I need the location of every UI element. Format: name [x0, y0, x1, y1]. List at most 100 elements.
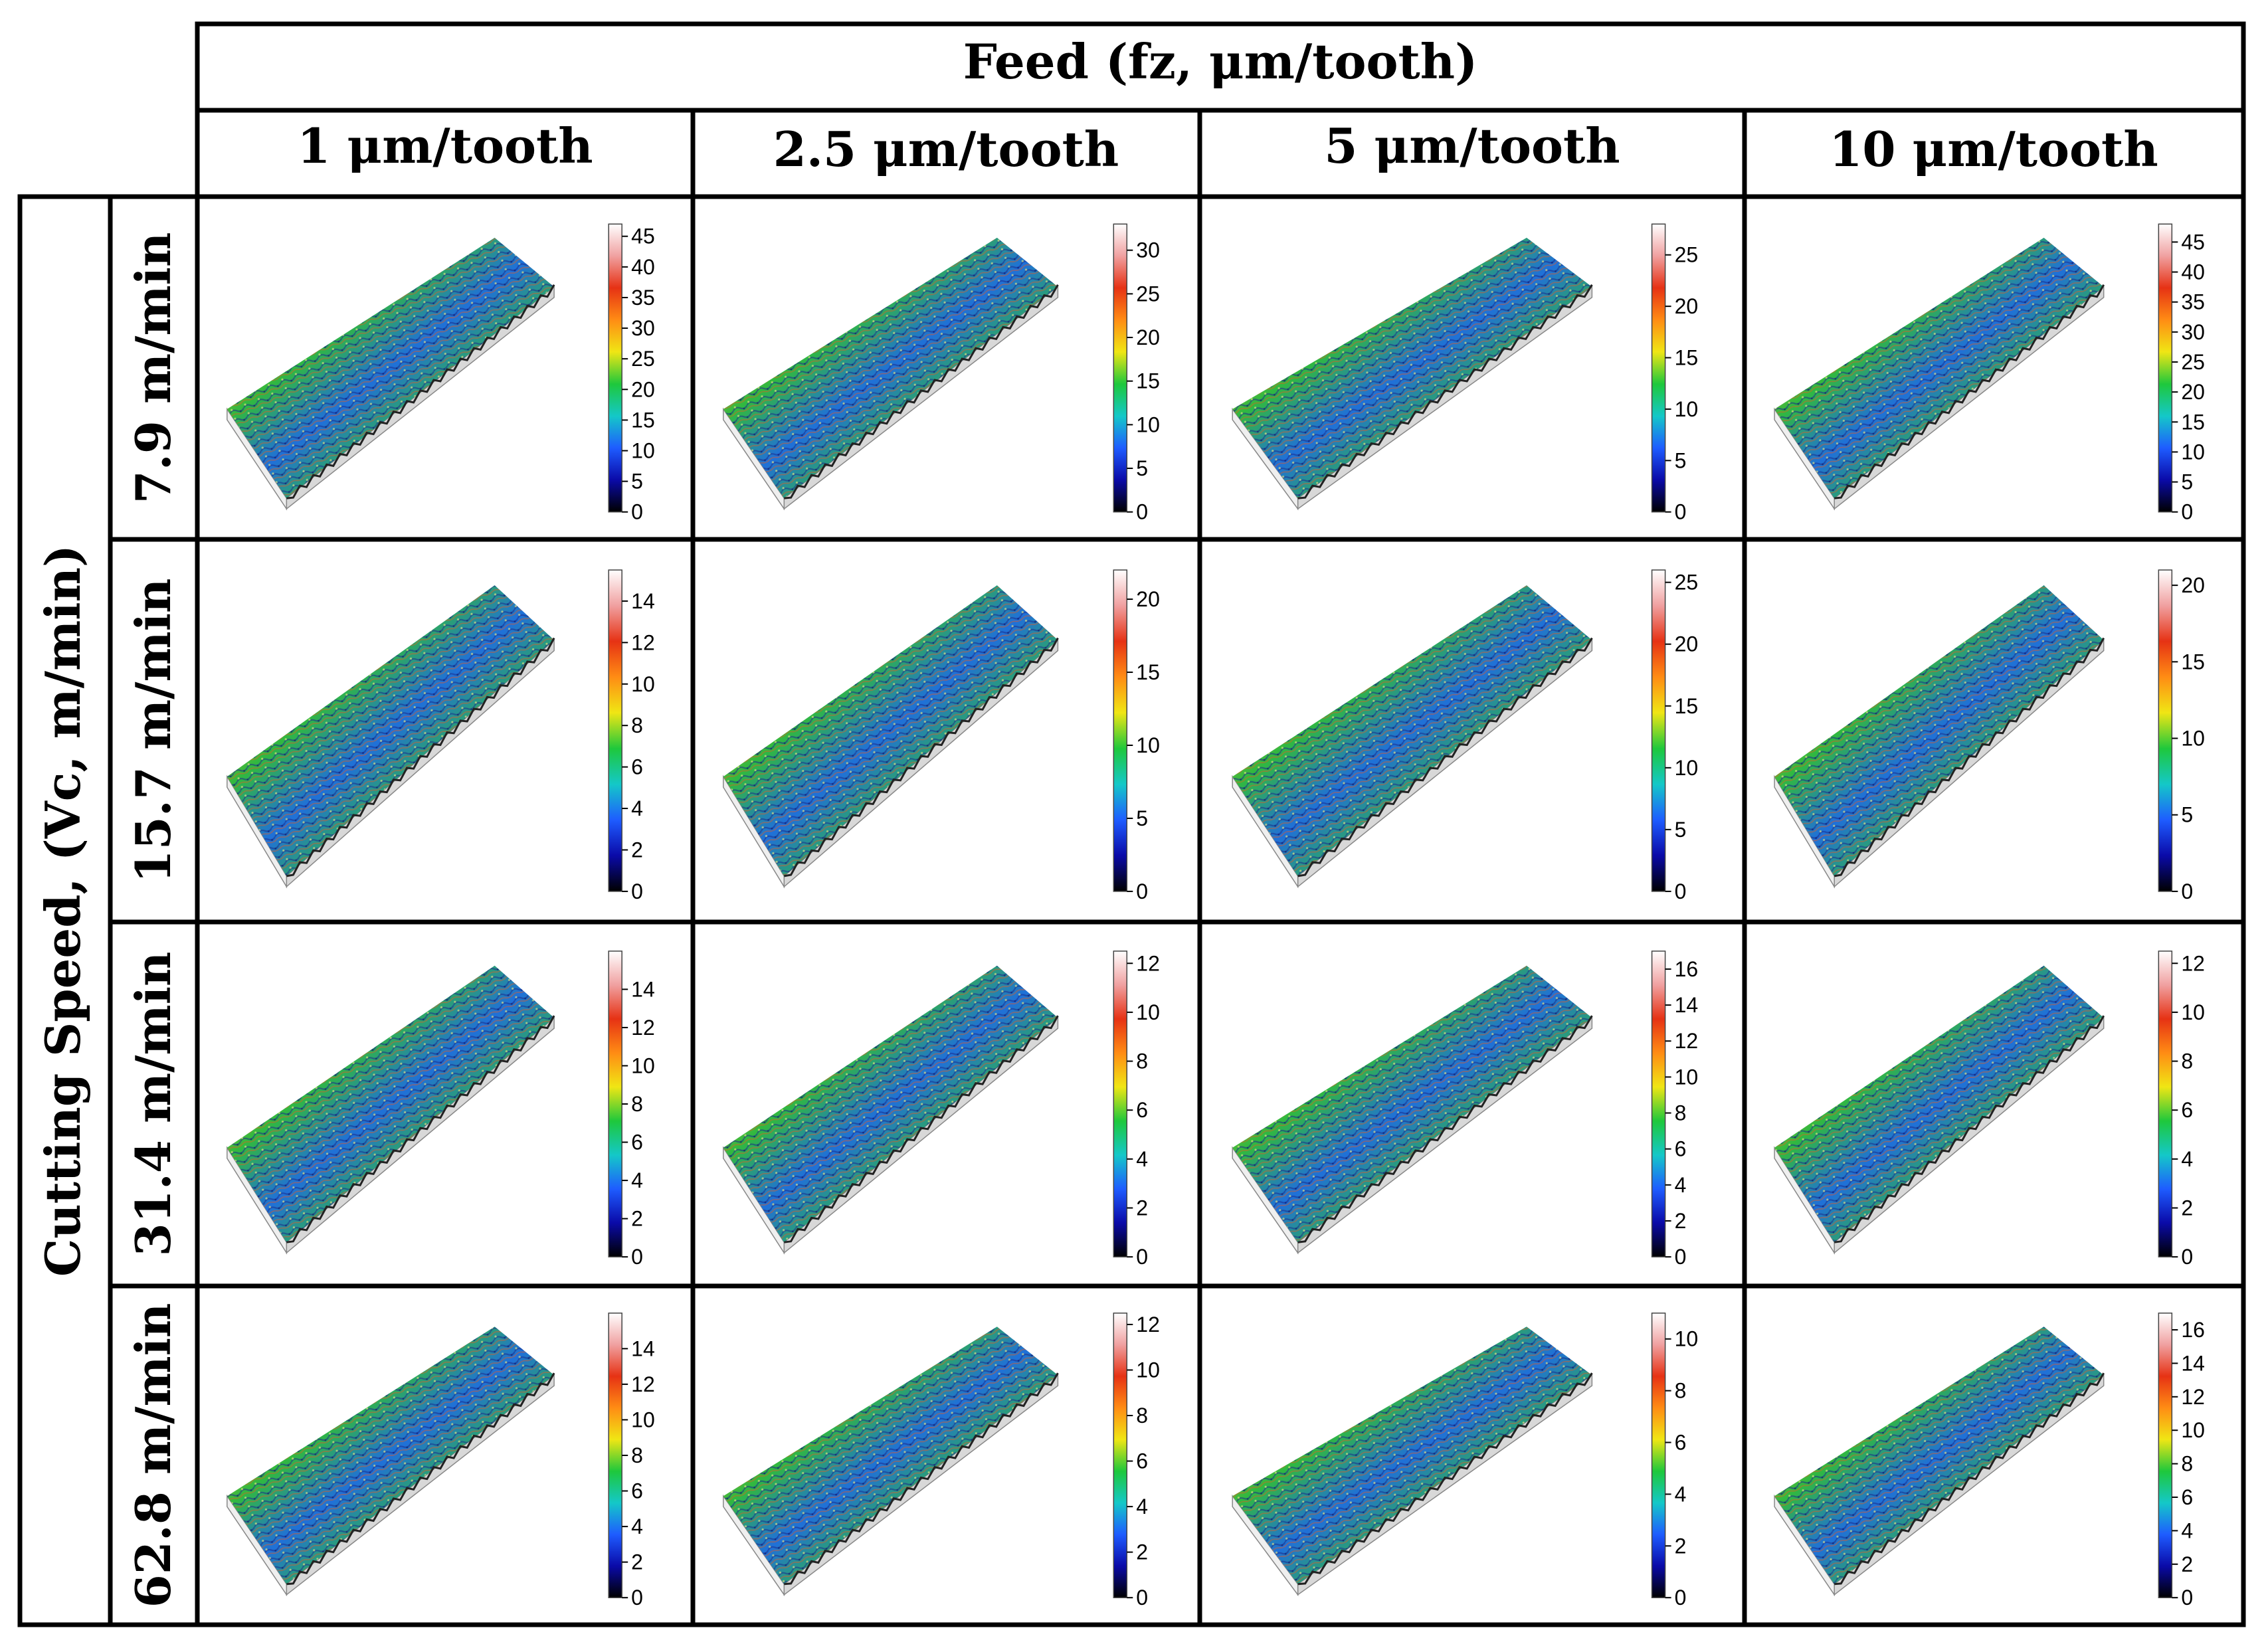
- colorbar-tick-label: 2: [1136, 1540, 1148, 1564]
- colorbar-tick-label: 0: [1675, 500, 1687, 524]
- colorbar-tick-label: 6: [631, 755, 643, 779]
- colorbar: 0 2 4 6 8 10 12: [2158, 951, 2205, 1269]
- colorbar-tick-label: 10: [631, 1054, 655, 1077]
- colorbar-tick-label: 5: [1675, 818, 1687, 842]
- colorbar-scale: [1651, 1313, 1666, 1598]
- colorbar-scale: [608, 223, 622, 513]
- surface-plot-cell: 0 5 10 15 20: [723, 569, 1160, 903]
- colorbar-scale: [1651, 223, 1666, 513]
- colorbar-tick-label: 30: [1136, 238, 1160, 262]
- colorbar-tick-label: 0: [1136, 500, 1148, 524]
- colorbar-tick-label: 6: [1675, 1137, 1687, 1161]
- colorbar-tick-label: 12: [631, 630, 655, 654]
- colorbar-tick-label: 15: [1675, 694, 1699, 718]
- colorbar-tick-label: 25: [2181, 350, 2205, 374]
- colorbar-tick-label: 20: [1136, 587, 1160, 611]
- colorbar-tick-label: 12: [631, 1372, 655, 1396]
- slab-side-face: [1232, 775, 1299, 889]
- colorbar-tick-label: 6: [1675, 1431, 1687, 1455]
- colorbar-tick-label: 0: [631, 1586, 643, 1609]
- colorbar-tick-label: 4: [1675, 1173, 1687, 1197]
- feed-label-4: 10 μm/tooth: [1829, 121, 2158, 177]
- colorbar-scale: [1651, 951, 1666, 1257]
- surface-texture: [227, 1327, 555, 1584]
- colorbar-scale: [608, 569, 622, 892]
- slab-side-face: [227, 1494, 288, 1597]
- colorbar-tick-label: 2: [631, 1207, 643, 1231]
- surface-rough-edge: [784, 284, 1059, 500]
- surface-rough-edge: [1297, 637, 1593, 877]
- colorbar-tick-label: 5: [1136, 806, 1148, 830]
- surface-texture: [723, 237, 1058, 499]
- surface-plot-cell: 0 5 10 15 20 25: [1232, 569, 1699, 903]
- colorbar-tick-label: 12: [1136, 1313, 1160, 1336]
- colorbar-tick-label: 6: [2181, 1485, 2193, 1509]
- colorbar-tick-label: 8: [631, 713, 643, 737]
- colorbar-tick-label: 2: [631, 838, 643, 862]
- colorbar-tick-label: 4: [1136, 1147, 1148, 1171]
- surface-plot-cell: 0 2 4 6 8 10 12 14: [227, 1313, 655, 1609]
- surface-plots: 0510152025303540450510152025300510152025…: [227, 223, 2205, 1609]
- colorbar: 0 2 4 6 8 10 12 14 16: [1651, 951, 1699, 1269]
- colorbar-scale: [2158, 951, 2173, 1257]
- colorbar-tick-label: 4: [631, 1514, 643, 1538]
- surface-rough-edge: [286, 1372, 555, 1586]
- colorbar-scale: [2158, 569, 2173, 892]
- colorbar-tick-label: 25: [1675, 571, 1699, 595]
- colorbar-tick-label: 2: [1136, 1196, 1148, 1220]
- colorbar-scale: [2158, 1313, 2173, 1598]
- surface-texture: [723, 965, 1058, 1243]
- colorbar: 0 5 10 15 20 25: [1651, 223, 1699, 524]
- colorbar-tick-label: 8: [1136, 1050, 1148, 1073]
- colorbar-tick-label: 10: [631, 1408, 655, 1431]
- colorbar-tick-label: 14: [2181, 1351, 2205, 1375]
- surface-rough-edge: [1297, 1015, 1593, 1243]
- colorbar-tick-label: 10: [631, 672, 655, 696]
- colorbar-scale: [1113, 223, 1128, 513]
- colorbar-tick-label: 20: [1675, 632, 1699, 656]
- surface-texture: [1232, 965, 1592, 1243]
- colorbar-tick-label: 0: [631, 879, 643, 903]
- surface-plot-cell: 0 5 10 15 20: [1774, 569, 2205, 903]
- surface-rough-edge: [1297, 284, 1593, 500]
- slab-side-face: [1232, 1146, 1299, 1255]
- surface-texture: [1232, 585, 1592, 876]
- surface-rough-edge: [1834, 1372, 2105, 1586]
- colorbar-tick-label: 15: [1136, 660, 1160, 684]
- surface-plot-cell: 0 2 4 6 8 10 12 14: [227, 569, 655, 903]
- colorbar: 0 2 4 6 8 10 12 14 16: [2158, 1313, 2205, 1609]
- colorbar-tick-label: 4: [631, 1168, 643, 1192]
- surface-plot-cell: 0 2 4 6 8 10 12: [723, 1313, 1160, 1609]
- surface-plot-cell: 0 2 4 6 8 10 12: [1774, 951, 2205, 1269]
- surface-rough-edge: [784, 637, 1059, 877]
- colorbar-tick-label: 14: [631, 1336, 655, 1360]
- colorbar-tick-label: 16: [1675, 957, 1699, 981]
- colorbar: 0 5 10 15 20: [1113, 569, 1160, 903]
- colorbar-tick-label: 12: [1136, 951, 1160, 975]
- colorbar-tick-label: 15: [1136, 369, 1160, 393]
- colorbar-tick-label: 2: [2181, 1196, 2193, 1220]
- colorbar-tick-label: 2: [1675, 1209, 1687, 1233]
- surface-texture: [1774, 1327, 2104, 1584]
- colorbar-tick-label: 8: [631, 1092, 643, 1116]
- colorbar-tick-label: 4: [631, 796, 643, 820]
- surface-plot-cell: 0 2 4 6 8 10: [1232, 1313, 1698, 1609]
- surface-texture: [227, 965, 555, 1243]
- surface-plot-cell: 0 2 4 6 8 10 12: [723, 951, 1160, 1269]
- colorbar-tick-label: 15: [1675, 346, 1699, 370]
- surface-texture: [227, 585, 555, 876]
- surface-plot-cell: 0 2 4 6 8 10 12 14: [227, 951, 655, 1269]
- colorbar-tick-label: 0: [2181, 1586, 2193, 1609]
- colorbar-tick-label: 25: [1675, 243, 1699, 267]
- colorbar-tick-label: 40: [631, 255, 655, 279]
- surface-texture: [723, 1327, 1058, 1584]
- surface-plot-cell: 0 2 4 6 8 10 12 14 16: [1232, 951, 1698, 1269]
- colorbar-tick-label: 8: [1136, 1404, 1148, 1427]
- colorbar-tick-label: 10: [631, 438, 655, 462]
- surface-rough-edge: [286, 1015, 555, 1243]
- colorbar-tick-label: 20: [2181, 380, 2205, 404]
- feed-label-2: 2.5 μm/tooth: [773, 121, 1119, 177]
- colorbar-tick-label: 14: [1675, 993, 1699, 1017]
- surface-rough-edge: [784, 1372, 1059, 1586]
